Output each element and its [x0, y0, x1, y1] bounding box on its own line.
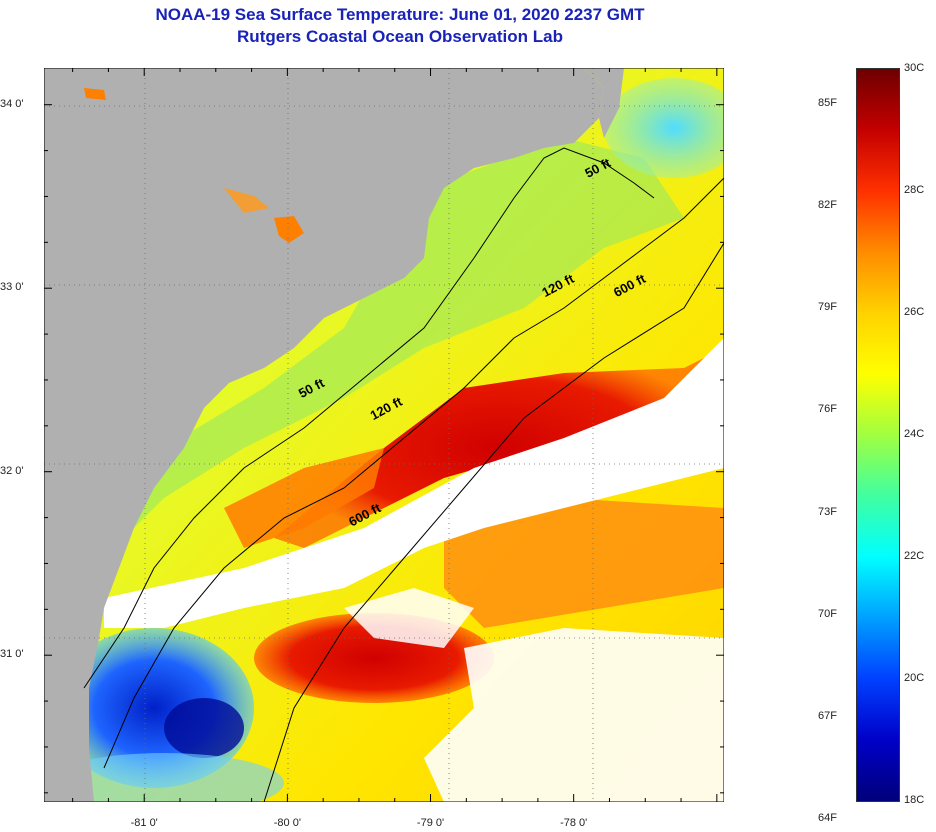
graticule	[44, 68, 724, 802]
inland-lake	[274, 216, 304, 243]
cold-water-south	[44, 753, 284, 802]
fahrenheit-label: 79F	[818, 301, 837, 314]
cloud-band	[104, 338, 724, 628]
fahrenheit-label: 73F	[818, 505, 837, 518]
longitude-label: -78 0'	[560, 817, 588, 829]
gulf-stream-north	[274, 348, 724, 548]
celsius-label: 26C	[904, 306, 925, 318]
inland-water-mid	[224, 188, 269, 213]
celsius-label: 18C	[904, 794, 925, 806]
celsius-label: 30C	[904, 62, 925, 74]
celsius-label: 22C	[904, 550, 925, 562]
cloud-patch-middle	[344, 588, 474, 648]
fahrenheit-label: 85F	[818, 97, 837, 110]
latitude-label: 31 0'	[0, 648, 24, 661]
fahrenheit-label: 67F	[818, 709, 837, 722]
map-subtitle: Rutgers Coastal Ocean Observation Lab	[237, 27, 563, 46]
celsius-label: 20C	[904, 672, 925, 684]
longitude-label: -81 0'	[130, 817, 158, 829]
shelf-water	[104, 138, 684, 538]
longitude-label: -80 0'	[273, 817, 301, 829]
cloud-patch-south	[424, 628, 724, 802]
land-mass	[44, 68, 604, 802]
fahrenheit-label: 82F	[818, 199, 837, 212]
depth-contours	[83, 147, 724, 802]
fahrenheit-label: 64F	[818, 812, 837, 824]
map-title: NOAA-19 Sea Surface Temperature: June 01…	[155, 5, 645, 24]
celsius-label: 24C	[904, 428, 925, 440]
gulf-stream-orange	[224, 448, 384, 548]
temperature-colorbar	[856, 68, 900, 802]
contour-600ft	[263, 242, 724, 802]
latitude-label: 32 0'	[0, 464, 24, 477]
inland-water-top	[84, 88, 106, 100]
warm-band-east	[444, 498, 724, 628]
cold-water-core	[164, 698, 244, 758]
frame-ticks	[44, 68, 724, 802]
latitude-label: 34 0'	[0, 97, 24, 110]
fahrenheit-label: 76F	[818, 403, 837, 416]
land-northeast	[584, 68, 624, 138]
contour-50ft	[83, 147, 655, 689]
sst-map[interactable]: 50 ft 50 ft 120 ft 120 ft 600 ft 600 ft	[44, 68, 724, 802]
cool-water-northeast	[604, 78, 724, 178]
fahrenheit-label: 70F	[818, 607, 837, 620]
contour-120ft	[103, 177, 724, 769]
latitude-label: 33 0'	[0, 281, 24, 294]
celsius-label: 28C	[904, 184, 925, 196]
longitude-label: -79 0'	[416, 817, 445, 829]
